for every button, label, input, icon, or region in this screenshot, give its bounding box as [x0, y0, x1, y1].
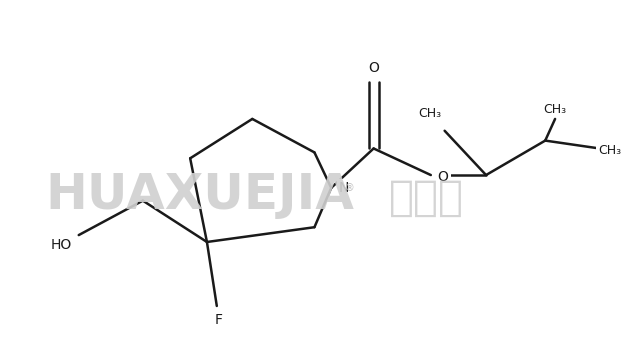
Text: O: O — [368, 61, 379, 75]
Text: O: O — [438, 170, 449, 184]
Text: CH₃: CH₃ — [598, 144, 621, 157]
Text: F: F — [215, 313, 223, 327]
Text: N: N — [339, 181, 349, 195]
Text: HUAXUEJIA: HUAXUEJIA — [46, 171, 354, 219]
Text: CH₃: CH₃ — [543, 103, 567, 116]
Text: 化学加: 化学加 — [389, 177, 464, 219]
Text: ®: ® — [345, 183, 355, 193]
Text: CH₃: CH₃ — [418, 106, 441, 120]
Text: HO: HO — [50, 238, 71, 252]
